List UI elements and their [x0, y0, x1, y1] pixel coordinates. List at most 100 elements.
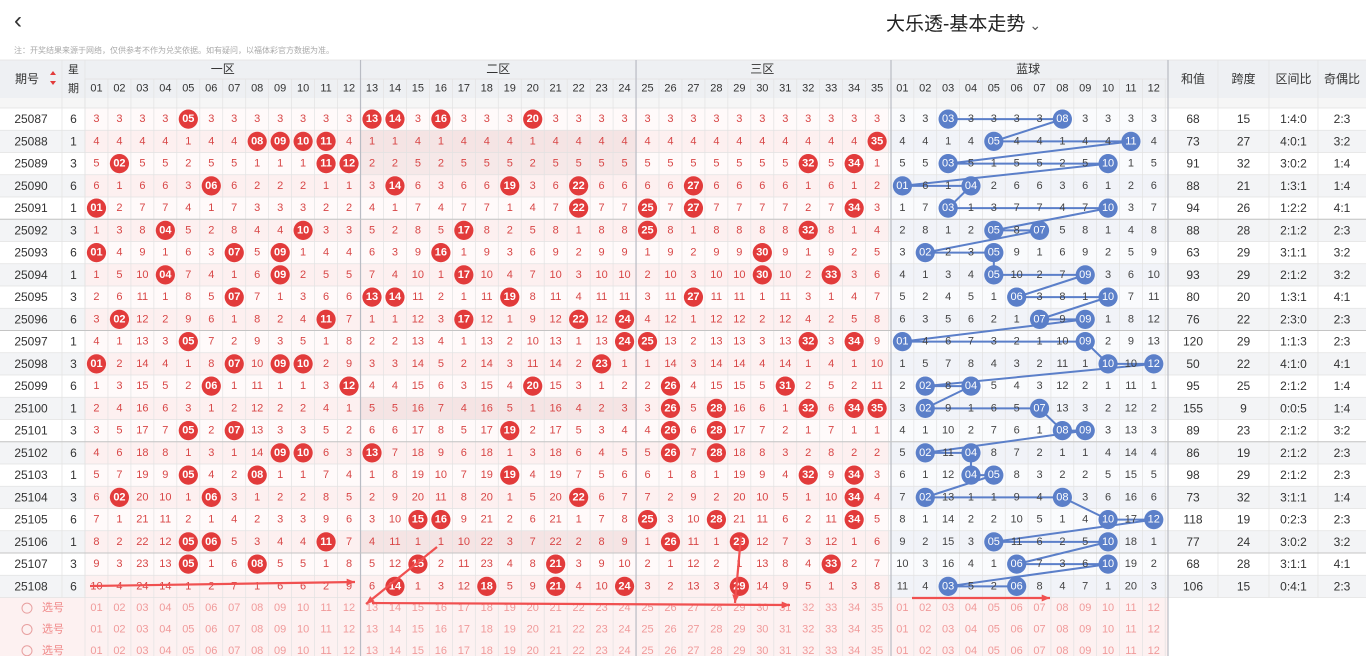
table-row[interactable]: 25102 6 4 6 18 8 1 3 1 14 09 10 6 3 13 7 18 9 6 18 1 3 18 6 4 5 5 2…	[14, 443, 1351, 463]
sort-icon[interactable]	[50, 71, 56, 85]
select-front-number[interactable]: 25	[641, 623, 653, 635]
select-front-number[interactable]: 24	[618, 623, 630, 635]
select-front-number[interactable]: 12	[343, 623, 355, 635]
select-front-number[interactable]: 06	[205, 645, 217, 656]
select-front-number[interactable]: 25	[641, 645, 653, 656]
select-blue-number[interactable]: 12	[1148, 623, 1160, 635]
select-front-number[interactable]: 33	[825, 645, 837, 656]
select-radio[interactable]	[21, 623, 33, 635]
table-row[interactable]: 25088 1 4 4 4 4 1 4 4 08 09 10 11 4 1 1 4 1 4 4 4 1 4 4 4 4 4 4 4 4 4 4…	[14, 131, 1351, 151]
select-radio[interactable]	[21, 602, 33, 614]
select-front-number[interactable]: 33	[825, 602, 837, 614]
select-front-number[interactable]: 17	[458, 623, 470, 635]
select-front-number[interactable]: 32	[802, 623, 814, 635]
select-front-number[interactable]: 09	[274, 623, 286, 635]
select-front-number[interactable]: 17	[458, 645, 470, 656]
table-row[interactable]: 25104 3 6 02 20 10 1 06 3 1 2 2 8 5 2 9 20 11 8 20 1 5 20 22 6 7 7…	[14, 487, 1351, 507]
select-blue-number[interactable]: 08	[1056, 602, 1068, 614]
select-blue-number[interactable]: 09	[1079, 602, 1091, 614]
select-blue-number[interactable]: 03	[942, 602, 954, 614]
select-front-number[interactable]: 21	[550, 602, 562, 614]
select-front-number[interactable]: 03	[136, 645, 148, 656]
select-front-number[interactable]: 15	[412, 645, 424, 656]
select-blue-number[interactable]: 09	[1079, 645, 1091, 656]
select-front-number[interactable]: 35	[871, 623, 883, 635]
table-row[interactable]: 25089 3 5 02 5 5 2 5 5 1 1 1 11 12 2 2 5 2 5 5 5 2 5 5 5 5 5 5 5 5 5 5 5…	[14, 154, 1351, 174]
select-front-number[interactable]: 06	[205, 602, 217, 614]
table-row[interactable]: 25099 6 1 3 15 5 2 06 1 11 1 1 3 12 4 4 15 6 3 15 4 20 15 3 1 2 2 2…	[14, 376, 1351, 396]
select-front-number[interactable]: 30	[756, 645, 768, 656]
select-front-number[interactable]: 18	[481, 623, 493, 635]
select-front-number[interactable]: 28	[710, 623, 722, 635]
select-front-number[interactable]: 20	[527, 645, 539, 656]
select-blue-number[interactable]: 04	[965, 602, 977, 614]
select-front-number[interactable]: 04	[159, 623, 171, 635]
select-front-number[interactable]: 16	[435, 623, 447, 635]
select-front-number[interactable]: 19	[504, 602, 516, 614]
select-blue-number[interactable]: 02	[919, 645, 931, 656]
page-title[interactable]: 大乐透-基本走势 ⌄	[886, 9, 1041, 36]
select-blue-number[interactable]: 10	[1102, 623, 1114, 635]
select-front-number[interactable]: 08	[251, 645, 263, 656]
select-front-number[interactable]: 08	[251, 623, 263, 635]
select-blue-number[interactable]: 10	[1102, 645, 1114, 656]
select-front-number[interactable]: 33	[825, 623, 837, 635]
select-blue-number[interactable]: 06	[1011, 602, 1023, 614]
select-front-number[interactable]: 18	[481, 602, 493, 614]
table-row[interactable]: 25094 1 1 5 10 04 7 4 1 6 09 2 5 5 7 4 10 1 17 10 4 7 10 3 10 10 2…	[14, 265, 1351, 285]
select-front-number[interactable]: 20	[527, 623, 539, 635]
select-front-number[interactable]: 12	[343, 645, 355, 656]
select-blue-number[interactable]: 01	[896, 645, 908, 656]
select-front-number[interactable]: 12	[343, 602, 355, 614]
select-front-number[interactable]: 19	[504, 645, 516, 656]
select-blue-number[interactable]: 03	[942, 645, 954, 656]
select-front-number[interactable]: 14	[389, 602, 401, 614]
table-row[interactable]: 25106 1 8 2 22 12 05 06 5 3 4 4 11 7 4 11 1 1 10 22 3 7 22 2 8 9 1…	[14, 532, 1351, 552]
select-front-number[interactable]: 22	[573, 623, 585, 635]
select-front-number[interactable]: 23	[595, 645, 607, 656]
select-blue-number[interactable]: 11	[1125, 645, 1136, 656]
select-front-number[interactable]: 10	[297, 645, 309, 656]
select-front-number[interactable]: 34	[848, 645, 860, 656]
table-row[interactable]: 25095 3 2 6 11 1 8 5 07 7 1 3 6 6 13 14 11 2 1 11 19 8 11 4 11 11…	[14, 287, 1351, 307]
table-row[interactable]: 25103 1 5 7 19 9 05 4 2 08 1 1 7 4 1 8 19 10 7 19 19 4 19 7 5 6 6 1…	[14, 465, 1351, 485]
select-front-number[interactable]: 22	[573, 645, 585, 656]
back-button[interactable]: ‹	[14, 8, 22, 34]
select-front-number[interactable]: 05	[182, 645, 194, 656]
table-row[interactable]: 25097 1 4 1 13 3 05 7 2 9 3 5 1 8 2 2 13 4 1 13 2 10 13 1 13 24 25…	[14, 332, 1351, 352]
select-front-number[interactable]: 15	[412, 623, 424, 635]
table-row[interactable]: 25105 6 7 1 21 11 2 1 4 2 3 3 9 6 3 10 15 16 9 21 2 6 21 1 7 8 25 3…	[14, 510, 1351, 530]
table-row[interactable]: 25108 6 10 4 24 14 1 2 7 1 6 6 2 9 6 14 1 3 12 18 5 9 21 4 10 24 3…	[14, 576, 1351, 596]
select-front-number[interactable]: 02	[113, 602, 125, 614]
select-blue-number[interactable]: 02	[919, 602, 931, 614]
select-blue-number[interactable]: 08	[1056, 645, 1068, 656]
select-blue-number[interactable]: 11	[1125, 623, 1136, 635]
table-row[interactable]: 25092 3 1 3 8 04 5 2 8 4 4 10 3 3 5 2 8 5 17 8 2 5 8 1 8 8 25 8 1 8 8 8…	[14, 220, 1351, 240]
select-front-number[interactable]: 16	[435, 645, 447, 656]
select-front-number[interactable]: 01	[90, 645, 102, 656]
select-front-number[interactable]: 20	[527, 602, 539, 614]
select-blue-number[interactable]: 07	[1033, 602, 1045, 614]
select-front-number[interactable]: 13	[366, 623, 378, 635]
select-front-number[interactable]: 21	[550, 645, 562, 656]
table-row[interactable]: 25100 1 2 4 16 6 3 1 2 12 2 2 4 1 5 5 16 7 4 16 5 1 16 4 2 3 3 26 5 2…	[14, 398, 1351, 418]
table-row[interactable]: 25087 6 3 3 3 3 05 3 3 3 3 3 3 3 13 14 3 16 3 3 3 20 3 3 3 3 3 3 3 3 3…	[14, 109, 1351, 129]
select-front-number[interactable]: 05	[182, 602, 194, 614]
select-front-number[interactable]: 01	[90, 602, 102, 614]
select-front-number[interactable]: 04	[159, 602, 171, 614]
select-front-number[interactable]: 09	[274, 602, 286, 614]
select-front-number[interactable]: 27	[687, 645, 699, 656]
select-front-number[interactable]: 35	[871, 645, 883, 656]
select-front-number[interactable]: 34	[848, 602, 860, 614]
select-blue-number[interactable]: 12	[1148, 602, 1160, 614]
select-front-number[interactable]: 32	[802, 645, 814, 656]
select-front-number[interactable]: 26	[664, 623, 676, 635]
select-blue-number[interactable]: 11	[1125, 602, 1136, 614]
select-front-number[interactable]: 31	[779, 645, 791, 656]
select-front-number[interactable]: 24	[618, 645, 630, 656]
select-blue-number[interactable]: 05	[988, 602, 1000, 614]
table-row[interactable]: 25093 6 01 4 9 1 6 3 07 5 09 1 4 4 6 3 9 16 1 9 3 6 9 2 9 9 1 9 2 9 9 3…	[14, 243, 1351, 263]
select-blue-number[interactable]: 04	[965, 623, 977, 635]
select-blue-number[interactable]: 03	[942, 623, 954, 635]
select-front-number[interactable]: 07	[228, 623, 240, 635]
